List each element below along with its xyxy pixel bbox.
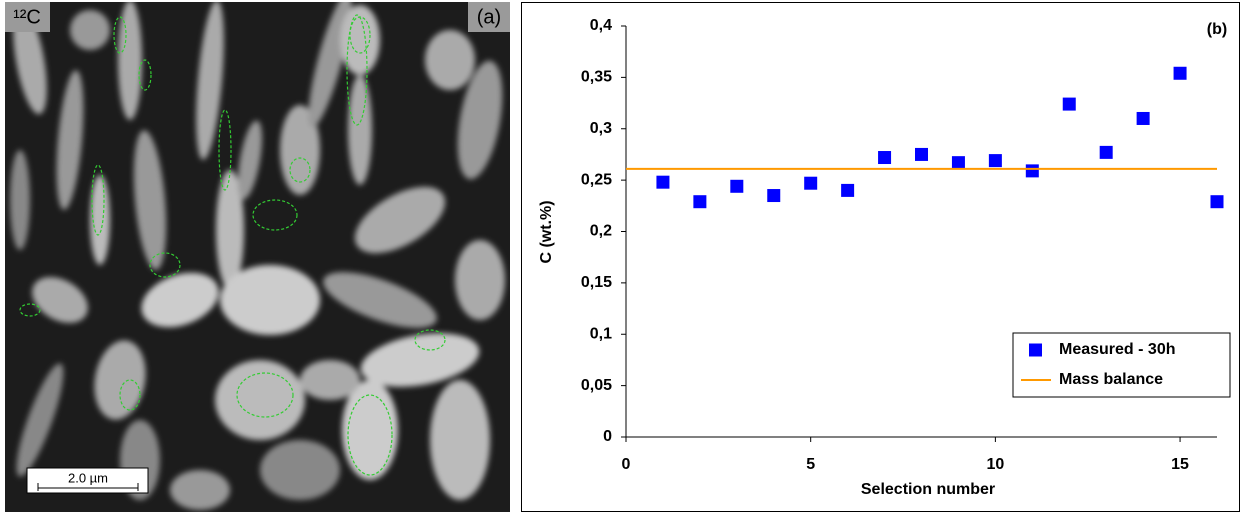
- texture-blob: [425, 30, 475, 90]
- y-tick-label: 0,3: [590, 120, 612, 137]
- scale-bar-label: 2.0 µm: [68, 470, 108, 485]
- data-point: [767, 189, 781, 203]
- selection-contour: [346, 14, 368, 126]
- panel-label: (b): [1207, 21, 1227, 38]
- texture-blob: [90, 175, 110, 265]
- selection-contour: [19, 303, 41, 317]
- texture-blob: [70, 10, 110, 50]
- legend-label: Measured - 30h: [1059, 341, 1175, 358]
- micrograph-texture: [10, 2, 505, 510]
- y-axis-label: C (wt.%): [538, 200, 555, 263]
- texture-blob: [260, 440, 340, 500]
- x-tick-label: 0: [622, 456, 631, 473]
- y-tick-label: 0: [603, 428, 612, 445]
- texture-blob: [16, 363, 64, 477]
- texture-blob: [56, 70, 84, 210]
- texture-blob: [133, 130, 167, 270]
- selection-contour: [138, 59, 152, 91]
- x-tick-label: 5: [806, 456, 815, 473]
- texture-blob: [323, 272, 437, 328]
- selection-contour: [252, 199, 298, 231]
- data-point: [951, 156, 965, 170]
- data-point: [1062, 97, 1076, 111]
- data-point: [804, 176, 818, 190]
- label-box: [5, 2, 50, 32]
- y-tick-label: 0,1: [590, 325, 612, 342]
- texture-blob: [342, 380, 398, 480]
- texture-blob: [340, 5, 380, 75]
- image-label: ¹²C: [13, 6, 41, 28]
- data-point: [915, 147, 928, 161]
- selection-contour: [289, 157, 311, 183]
- x-tick-label: 10: [986, 456, 1004, 473]
- texture-blob: [300, 360, 360, 400]
- legend-box: [1012, 332, 1231, 398]
- texture-blob: [32, 277, 88, 323]
- y-tick-label: 0,15: [581, 274, 612, 291]
- data-point: [1025, 164, 1039, 178]
- selection-contour: [149, 252, 181, 278]
- selection-contours: [19, 14, 446, 476]
- x-axis-label: Selection number: [861, 481, 995, 498]
- texture-blob: [13, 5, 47, 115]
- y-tick-label: 0,05: [581, 377, 612, 394]
- data-point: [1173, 66, 1187, 80]
- texture-blob: [220, 265, 320, 335]
- selection-contour: [113, 16, 127, 54]
- texture-blob: [457, 60, 503, 180]
- data-point: [988, 154, 1002, 168]
- selection-contour: [349, 16, 371, 54]
- micrograph: [5, 2, 510, 512]
- selection-contour: [119, 379, 141, 411]
- data-point: [730, 179, 744, 193]
- texture-blob: [196, 2, 224, 160]
- selection-contour: [218, 109, 232, 191]
- x-tick-label: 15: [1171, 456, 1189, 473]
- y-tick-label: 0,25: [581, 171, 612, 188]
- y-tick-label: 0,4: [590, 17, 612, 34]
- texture-blob: [430, 380, 490, 500]
- texture-blob: [141, 272, 219, 328]
- texture-blob: [216, 170, 244, 290]
- texture-blob: [455, 240, 505, 320]
- legend-swatch: [1029, 343, 1042, 357]
- selection-contour: [414, 329, 446, 351]
- texture-blob: [94, 340, 146, 420]
- texture-blob: [360, 333, 480, 387]
- selection-contour: [91, 164, 105, 236]
- texture-blob: [118, 2, 142, 120]
- texture-blob: [308, 2, 352, 128]
- y-tick-label: 0,2: [590, 223, 612, 240]
- selection-contour: [236, 372, 294, 418]
- data-point: [1136, 111, 1150, 125]
- texture-blob: [237, 120, 263, 200]
- data-point: [656, 175, 670, 189]
- selection-contour: [347, 394, 393, 476]
- y-tick-label: 0,35: [581, 69, 612, 86]
- data-point: [1099, 145, 1113, 159]
- panel-label: (a): [477, 6, 501, 28]
- chart: 0 0,05 0,1 0,15 0,2 0,25 0,3 0,35 0,4 0 5 10 15 Measu…: [581, 17, 1231, 473]
- legend-label: Mass balance: [1059, 371, 1163, 388]
- data-point: [1210, 195, 1224, 209]
- panel-box: [468, 2, 510, 32]
- texture-blob: [10, 150, 30, 250]
- texture-blob: [348, 75, 372, 185]
- texture-blob: [170, 470, 230, 510]
- chart-frame: [521, 2, 1240, 512]
- data-point: [878, 151, 892, 165]
- texture-blob: [354, 186, 446, 254]
- data-point: [693, 195, 707, 209]
- scale-bar-box: [26, 467, 149, 494]
- data-point: [841, 183, 855, 197]
- texture-blob: [215, 360, 305, 440]
